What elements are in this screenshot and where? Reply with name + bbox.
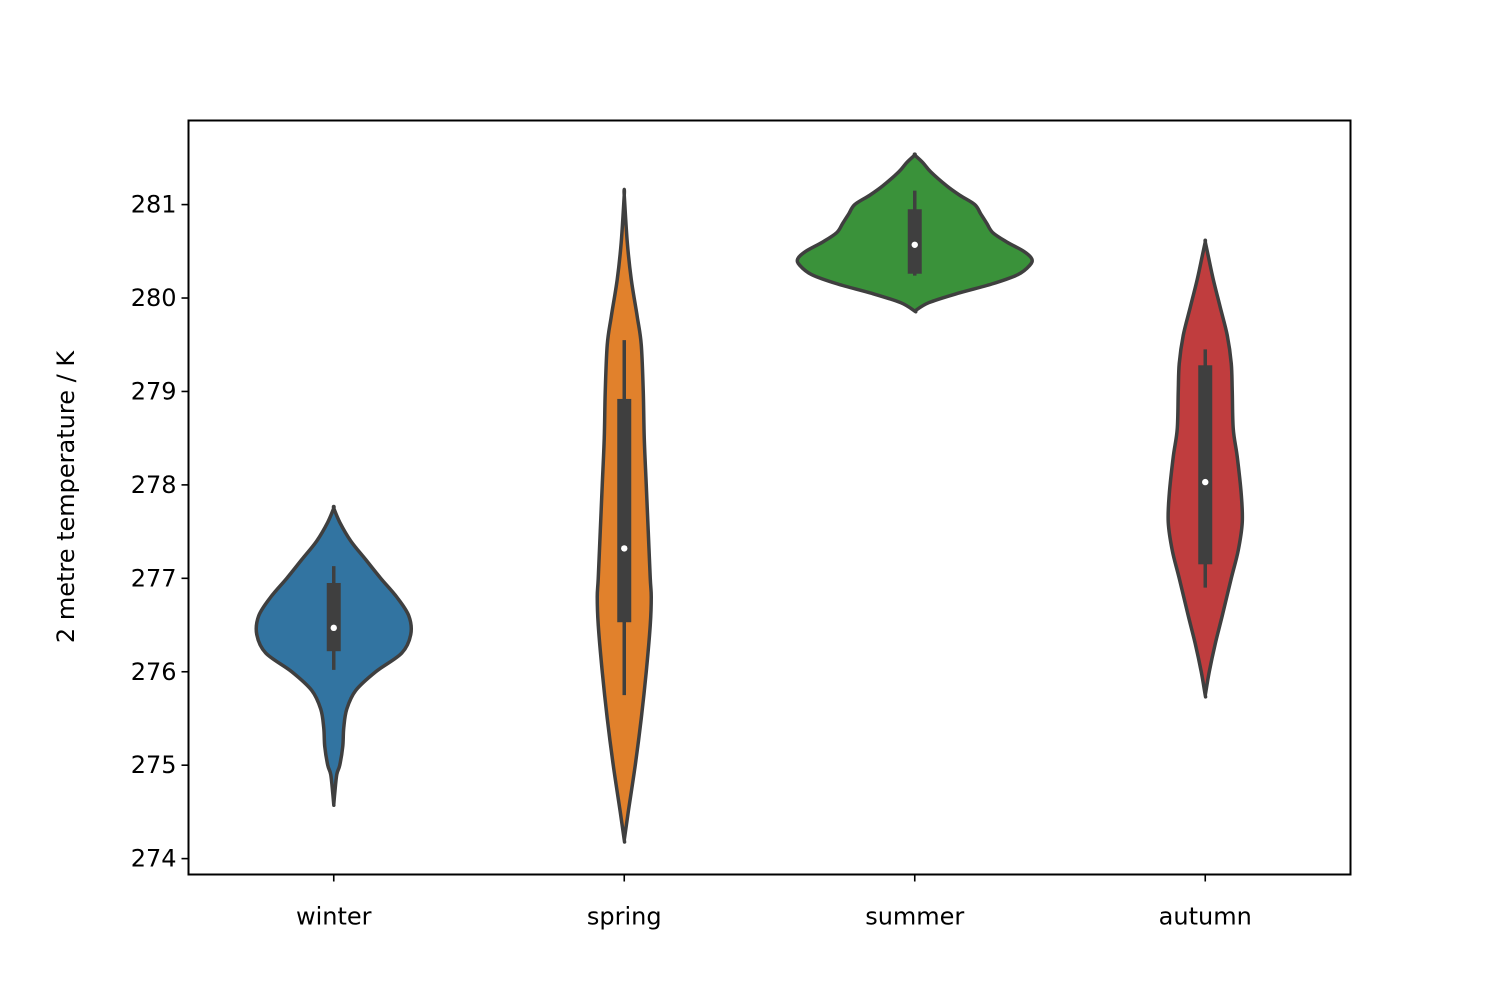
y-tick-label: 279	[131, 377, 177, 405]
x-tick-label-summer: summer	[865, 903, 964, 931]
iqr-box-winter	[326, 582, 341, 652]
y-tick-label: 275	[131, 751, 177, 779]
y-tick-label: 280	[131, 284, 177, 312]
violin-series-group	[254, 152, 1245, 844]
iqr-box-summer	[907, 209, 922, 274]
y-axis-label: 2 metre temperature / K	[52, 350, 80, 643]
x-tick-label-spring: spring	[587, 903, 662, 931]
x-tick-label-autumn: autumn	[1159, 903, 1252, 931]
y-axis: 274 275 276 277 278 279 280 281	[131, 191, 189, 873]
iqr-box-spring	[617, 398, 632, 623]
y-tick-label: 281	[131, 191, 177, 219]
median-dot-winter	[330, 624, 337, 632]
y-tick-label: 278	[131, 471, 177, 499]
median-dot-autumn	[1202, 478, 1209, 486]
plot-frame	[187, 119, 1352, 876]
x-axis: winter spring summer autumn	[296, 874, 1252, 931]
x-tick-label-winter: winter	[296, 903, 372, 931]
median-dot-spring	[621, 545, 628, 552]
y-tick-label: 274	[131, 845, 177, 873]
y-tick-label: 276	[131, 658, 177, 686]
y-tick-label: 277	[131, 564, 177, 592]
median-dot-summer	[911, 241, 918, 248]
iqr-box-autumn	[1198, 365, 1213, 565]
